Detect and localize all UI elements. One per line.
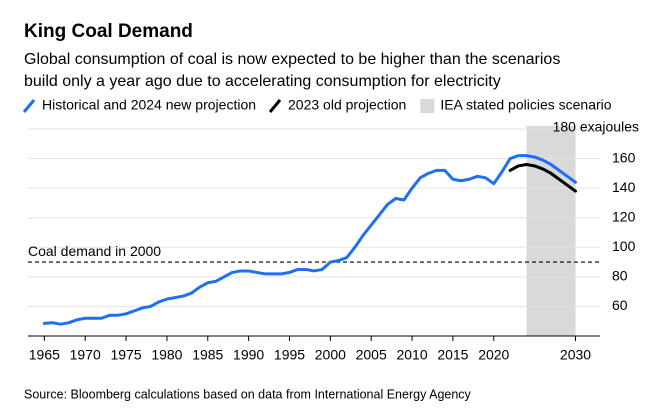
source: Source: Bloomberg calculations based on … xyxy=(24,387,472,401)
legend-swatch xyxy=(420,99,435,113)
x-tick-label: 2020 xyxy=(478,347,509,363)
x-tick-label: 1995 xyxy=(274,347,305,363)
x-tick-label: 2030 xyxy=(560,347,591,363)
x-tick-label: 1975 xyxy=(110,347,141,363)
legend-label: 2023 old projection xyxy=(288,97,406,113)
shaded-region xyxy=(526,126,576,336)
x-tick-label: 1990 xyxy=(233,347,264,363)
subtitle: Global consumption of coal is now expect… xyxy=(24,51,560,68)
x-tick-label: 1985 xyxy=(192,347,223,363)
y-tick-label: 100 xyxy=(612,238,636,254)
legend-swatch xyxy=(268,99,282,113)
y-tick-label: 80 xyxy=(612,268,628,284)
x-tick-label: 1980 xyxy=(151,347,182,363)
y-tick-label: 140 xyxy=(612,179,636,195)
reference-label: Coal demand in 2000 xyxy=(28,243,161,259)
x-tick-label: 2015 xyxy=(437,347,468,363)
legend-label: Historical and 2024 new projection xyxy=(42,97,256,113)
y-tick-label: 60 xyxy=(612,297,628,313)
series-line xyxy=(42,154,577,326)
y-tick-label: 120 xyxy=(612,208,636,224)
subtitle: build only a year ago due to acceleratin… xyxy=(24,73,501,90)
y-tick-label: 160 xyxy=(612,149,636,165)
x-tick-label: 2010 xyxy=(396,347,427,363)
legend-swatch xyxy=(22,99,36,113)
x-tick-label: 2005 xyxy=(356,347,387,363)
x-tick-label: 1970 xyxy=(70,347,101,363)
series-line xyxy=(508,162,577,193)
legend-label: IEA stated policies scenario xyxy=(440,97,611,113)
y-tick-label: 180 exajoules xyxy=(553,119,639,135)
x-tick-label: 2000 xyxy=(315,347,346,363)
chart-title: King Coal Demand xyxy=(24,21,193,42)
x-tick-label: 1965 xyxy=(29,347,60,363)
